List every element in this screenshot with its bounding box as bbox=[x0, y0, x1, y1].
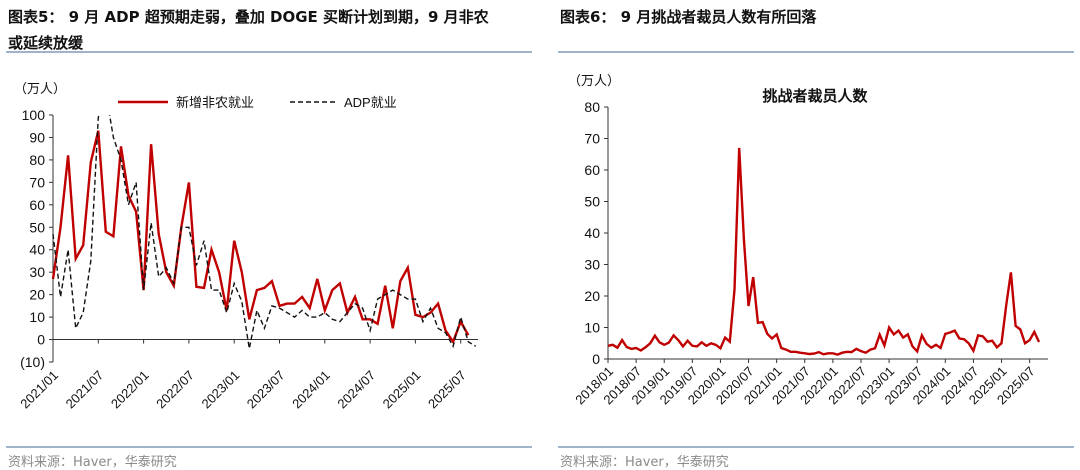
left-y-tick-label: 60 bbox=[29, 197, 45, 213]
left-y-tick-label: 40 bbox=[29, 242, 45, 258]
left-x-tick-label: 2022/01 bbox=[108, 368, 152, 412]
left-x-tick-label: 2025/07 bbox=[425, 368, 469, 412]
left-y-tick-label: 30 bbox=[29, 264, 45, 280]
left-y-tick-label: 90 bbox=[29, 129, 45, 145]
left-x-tick-label: 2022/07 bbox=[153, 368, 197, 412]
left-x-tick-label: 2023/01 bbox=[198, 368, 242, 412]
right-y-tick-label: 10 bbox=[584, 320, 600, 336]
left-series-adp-line bbox=[53, 93, 476, 349]
right-y-tick-label: 60 bbox=[584, 162, 600, 178]
left-y-tick-label: 70 bbox=[29, 174, 45, 190]
left-y-tick-label: 80 bbox=[29, 152, 45, 168]
right-y-tick-label: 50 bbox=[584, 194, 600, 210]
right-series-main-line bbox=[608, 148, 1039, 355]
right-y-tick-label: 40 bbox=[584, 225, 600, 241]
left-y-tick-label: 10 bbox=[29, 309, 45, 325]
legend-label-adp: ADP就业 bbox=[344, 95, 397, 110]
right-y-tick-label: 0 bbox=[592, 351, 600, 367]
right-y-tick-label: 30 bbox=[584, 257, 600, 273]
left-y-tick-label: 50 bbox=[29, 219, 45, 235]
left-y-unit-label: （万人） bbox=[14, 81, 66, 96]
left-x-tick-label: 2024/07 bbox=[334, 368, 378, 412]
right-chart-title: 挑战者裁员人数 bbox=[762, 87, 868, 105]
left-y-tick-label: 20 bbox=[29, 287, 45, 303]
left-x-tick-label: 2021/07 bbox=[63, 368, 107, 412]
left-x-tick-label: 2024/01 bbox=[289, 368, 333, 412]
right-y-tick-label: 20 bbox=[584, 288, 600, 304]
legend-label-nonfarm: 新增非农就业 bbox=[176, 95, 254, 110]
right-y-tick-label: 80 bbox=[584, 99, 600, 115]
left-series-main-line bbox=[53, 131, 468, 342]
left-x-tick-label: 2025/01 bbox=[380, 368, 424, 412]
left-x-tick-label: 2021/01 bbox=[17, 368, 61, 412]
right-y-unit-label: （万人） bbox=[568, 73, 620, 88]
left-x-tick-label: 2023/07 bbox=[244, 368, 288, 412]
left-y-tick-label: 0 bbox=[37, 332, 45, 348]
left-y-tick-label: 100 bbox=[22, 107, 46, 123]
left-y-tick-label: (10) bbox=[20, 354, 45, 370]
right-y-tick-label: 70 bbox=[584, 131, 600, 147]
